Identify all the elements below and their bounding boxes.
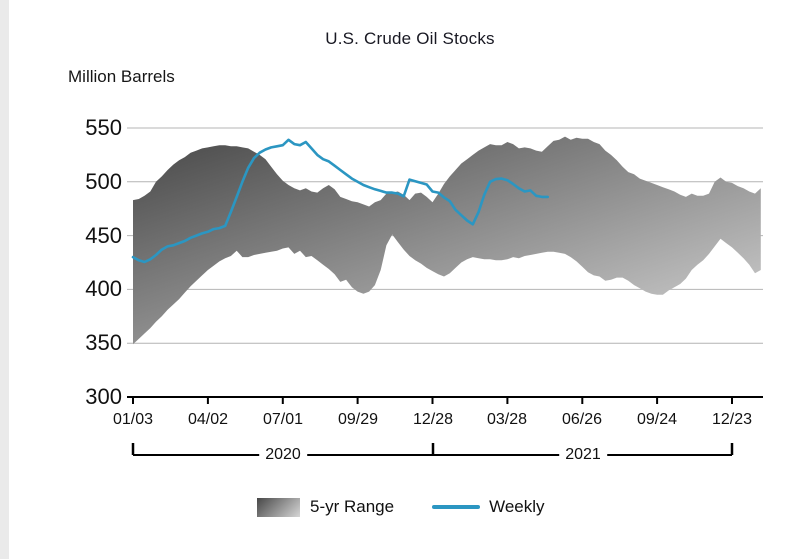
y-tick-label: 550 [0, 116, 122, 140]
year-label-2021: 2021 [559, 446, 607, 464]
x-tick-label: 09/29 [323, 411, 393, 429]
y-tick-label: 300 [0, 385, 122, 409]
x-tick-label: 12/23 [697, 411, 767, 429]
y-tick-label: 500 [0, 170, 122, 194]
x-tick-label: 07/01 [248, 411, 318, 429]
x-tick-label: 12/28 [398, 411, 468, 429]
x-tick-label: 01/03 [98, 411, 168, 429]
y-tick-label: 450 [0, 224, 122, 248]
five-year-range-swatch [257, 498, 300, 517]
five-year-range-band [133, 137, 761, 345]
five-year-range-label: 5-yr Range [310, 497, 394, 517]
y-tick-label: 400 [0, 277, 122, 301]
legend: 5-yr Range Weekly [257, 497, 545, 517]
x-tick-label: 06/26 [547, 411, 617, 429]
y-tick-label: 350 [0, 331, 122, 355]
weekly-label: Weekly [489, 497, 544, 517]
year-label-2020: 2020 [259, 446, 307, 464]
x-tick-label: 03/28 [472, 411, 542, 429]
x-tick-label: 04/02 [173, 411, 243, 429]
x-tick-label: 09/24 [622, 411, 692, 429]
weekly-line-swatch [432, 505, 480, 509]
